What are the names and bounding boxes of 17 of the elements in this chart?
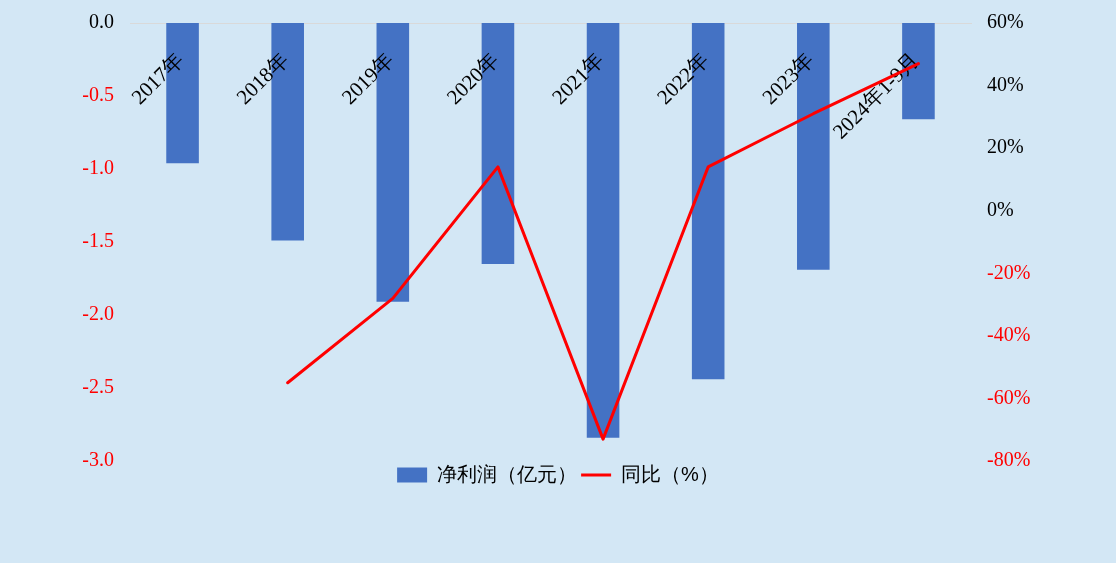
y2-tick-label: 60% (987, 10, 1024, 33)
y-tick-label: -2.5 (82, 375, 114, 398)
y-tick-label: -1.0 (82, 156, 114, 179)
y-tick-label: 0.0 (89, 10, 114, 33)
y2-tick-label: -80% (987, 448, 1031, 471)
y2-tick-label: 20% (987, 135, 1024, 158)
y2-tick-label: -20% (987, 260, 1031, 283)
y2-tick-label: 0% (987, 197, 1014, 220)
y2-tick-label: 40% (987, 72, 1024, 95)
legend-label: 净利润（亿元） (437, 462, 578, 485)
legend-label: 同比（%） (621, 462, 719, 485)
y2-tick-label: -60% (987, 385, 1031, 408)
y-tick-label: -1.5 (82, 229, 114, 252)
y-tick-label: -2.0 (82, 302, 114, 325)
y-tick-label: -0.5 (82, 83, 114, 106)
y2-tick-label: -40% (987, 323, 1031, 346)
y-tick-label: -3.0 (82, 448, 114, 471)
